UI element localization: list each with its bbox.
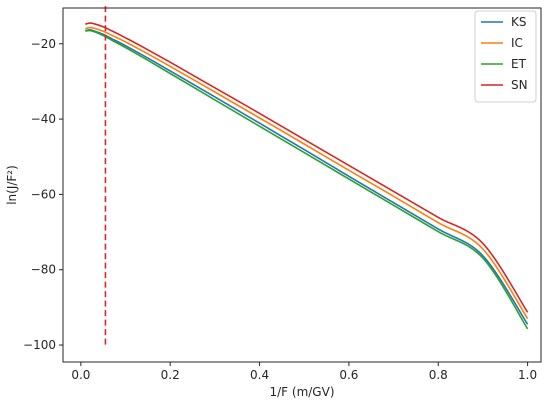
legend-label-ks: KS bbox=[511, 15, 527, 29]
plot-area bbox=[85, 6, 529, 346]
plot-frame bbox=[62, 7, 542, 363]
legend-label-ic: IC bbox=[511, 36, 523, 50]
legend-label-sn: SN bbox=[511, 78, 528, 92]
y-axis-title: ln(J/F²) bbox=[5, 165, 19, 205]
y-tick-label: −20 bbox=[31, 37, 56, 51]
y-tick-label: −40 bbox=[31, 112, 56, 126]
x-tick-label: 0.6 bbox=[339, 368, 358, 382]
y-tick-label: −60 bbox=[31, 187, 56, 201]
legend-label-et: ET bbox=[511, 57, 527, 71]
axes: 0.0 0.2 0.4 0.6 0.8 1.0 −20 −40 −60 −80 −100 bbox=[23, 7, 542, 382]
x-tick-label: 0.4 bbox=[250, 368, 269, 382]
x-tick-label: 0.8 bbox=[429, 368, 448, 382]
series-line-et bbox=[85, 29, 529, 330]
series-line-ks bbox=[85, 28, 529, 325]
legend-box bbox=[474, 10, 537, 103]
legend: KS IC ET SN bbox=[474, 10, 537, 103]
y-tick-label: −80 bbox=[31, 263, 56, 277]
x-tick-label: 0.0 bbox=[71, 368, 90, 382]
series-line-sn bbox=[85, 22, 529, 313]
x-tick-label: 0.2 bbox=[161, 368, 180, 382]
x-tick-label: 1.0 bbox=[518, 368, 537, 382]
series-line-ic bbox=[85, 26, 529, 320]
x-axis-title: 1/F (m/GV) bbox=[270, 385, 335, 399]
y-tick-label: −100 bbox=[23, 338, 56, 352]
